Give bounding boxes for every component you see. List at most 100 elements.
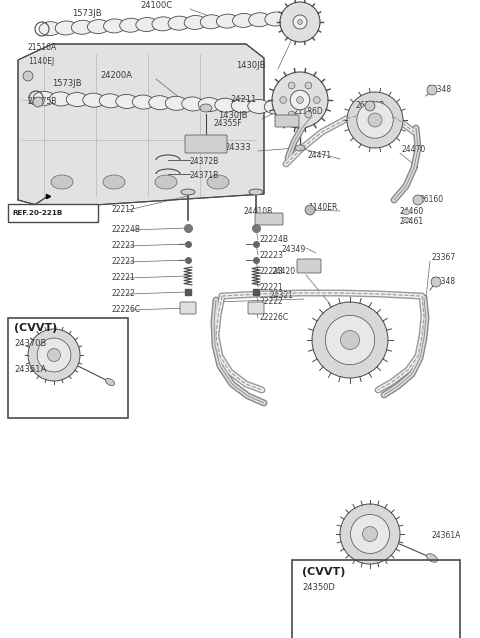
Text: 24461: 24461 <box>400 218 424 226</box>
Ellipse shape <box>249 189 263 195</box>
Circle shape <box>365 101 375 111</box>
Ellipse shape <box>72 20 93 34</box>
Circle shape <box>313 96 320 103</box>
Circle shape <box>272 72 328 128</box>
Circle shape <box>290 90 310 110</box>
Text: 22224B: 22224B <box>112 225 141 235</box>
Circle shape <box>427 85 437 95</box>
Text: REF.20-221B: REF.20-221B <box>12 210 62 216</box>
FancyBboxPatch shape <box>255 213 283 225</box>
Text: 24333: 24333 <box>224 144 251 152</box>
Text: 22226C: 22226C <box>260 313 289 322</box>
Ellipse shape <box>402 218 410 223</box>
Ellipse shape <box>281 101 303 115</box>
Ellipse shape <box>83 93 105 107</box>
Text: (CVVT): (CVVT) <box>14 323 58 333</box>
Circle shape <box>305 111 312 118</box>
Ellipse shape <box>50 92 72 106</box>
Ellipse shape <box>184 15 206 29</box>
Ellipse shape <box>39 22 61 36</box>
Text: 22223: 22223 <box>112 258 136 267</box>
Ellipse shape <box>248 100 270 114</box>
Ellipse shape <box>120 19 142 33</box>
Ellipse shape <box>66 93 88 107</box>
Circle shape <box>347 92 403 148</box>
Text: 22212: 22212 <box>112 205 136 214</box>
Text: 24211: 24211 <box>230 96 256 105</box>
Circle shape <box>431 277 441 287</box>
Text: 24361A: 24361A <box>432 531 461 540</box>
Ellipse shape <box>149 96 171 110</box>
Text: 24348: 24348 <box>428 85 452 94</box>
Circle shape <box>362 526 377 542</box>
Text: 26174P: 26174P <box>356 101 385 110</box>
Circle shape <box>28 329 80 381</box>
Ellipse shape <box>33 91 55 105</box>
Ellipse shape <box>216 14 239 28</box>
Ellipse shape <box>200 15 222 29</box>
Ellipse shape <box>207 175 229 189</box>
Ellipse shape <box>265 12 287 26</box>
Circle shape <box>350 514 389 554</box>
Ellipse shape <box>231 99 253 113</box>
Ellipse shape <box>87 20 109 34</box>
Text: 24471: 24471 <box>308 151 332 161</box>
Text: 22223: 22223 <box>260 267 284 276</box>
Text: 24460: 24460 <box>400 207 424 216</box>
Circle shape <box>357 102 393 138</box>
Circle shape <box>298 20 302 24</box>
FancyBboxPatch shape <box>248 302 264 314</box>
Ellipse shape <box>55 21 77 35</box>
Circle shape <box>413 195 423 205</box>
Ellipse shape <box>152 17 174 31</box>
Ellipse shape <box>155 175 177 189</box>
FancyBboxPatch shape <box>180 302 196 314</box>
Ellipse shape <box>116 94 138 108</box>
Text: 1573JB: 1573JB <box>72 10 102 19</box>
Ellipse shape <box>198 98 220 112</box>
Text: 23367: 23367 <box>432 253 456 262</box>
Ellipse shape <box>264 100 286 114</box>
Text: 24470: 24470 <box>402 145 426 154</box>
Ellipse shape <box>215 98 237 112</box>
Text: 22224B: 22224B <box>260 235 289 244</box>
Text: 24371B: 24371B <box>190 172 219 181</box>
Text: 22222: 22222 <box>260 297 284 306</box>
Text: 1430JB: 1430JB <box>218 112 248 121</box>
Text: 1140ER: 1140ER <box>308 204 337 212</box>
Circle shape <box>312 302 388 378</box>
Circle shape <box>305 205 315 215</box>
Text: 24370B: 24370B <box>14 339 47 348</box>
FancyBboxPatch shape <box>8 204 98 222</box>
Ellipse shape <box>168 16 190 30</box>
Circle shape <box>23 71 33 81</box>
Circle shape <box>288 111 295 118</box>
Ellipse shape <box>132 95 154 109</box>
Text: 22226C: 22226C <box>112 306 141 315</box>
Circle shape <box>48 348 60 362</box>
Circle shape <box>280 2 320 42</box>
Circle shape <box>293 15 307 29</box>
Ellipse shape <box>281 11 303 26</box>
Text: 1430JB: 1430JB <box>236 61 265 71</box>
FancyBboxPatch shape <box>185 135 227 153</box>
Ellipse shape <box>182 97 204 111</box>
Ellipse shape <box>233 13 254 27</box>
Ellipse shape <box>295 145 305 151</box>
Circle shape <box>288 82 295 89</box>
Text: 24372B: 24372B <box>190 158 219 167</box>
Text: 24410B: 24410B <box>244 207 273 216</box>
Text: 24350D: 24350D <box>302 584 335 593</box>
Ellipse shape <box>249 13 271 27</box>
Ellipse shape <box>104 19 126 33</box>
Text: 1140EJ: 1140EJ <box>28 57 54 66</box>
Ellipse shape <box>427 554 437 562</box>
Text: 26160: 26160 <box>420 195 444 205</box>
Text: 24200A: 24200A <box>100 71 132 80</box>
Text: (CVVT): (CVVT) <box>302 567 346 577</box>
Text: 24348: 24348 <box>432 278 456 286</box>
Text: 21186D: 21186D <box>294 107 324 117</box>
Text: 24100C: 24100C <box>140 1 172 10</box>
Text: 22223: 22223 <box>112 242 136 251</box>
Text: 24361A: 24361A <box>14 366 46 375</box>
